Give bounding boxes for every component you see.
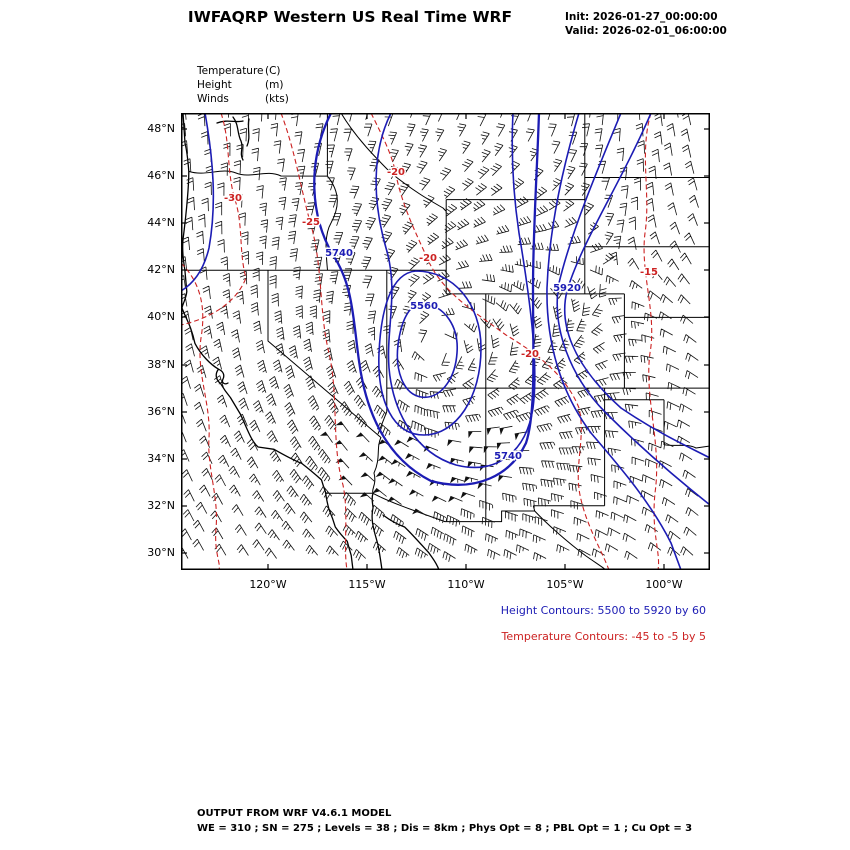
height-contour-5620 [378,270,482,436]
legend-label: Temperature [197,65,264,77]
temp-contour-label: -30 [224,193,242,204]
lat-tick-label: 34°N [147,452,175,465]
height-contours-layer [180,112,711,571]
height-contour-5860 [556,112,711,506]
lat-tick-label: 42°N [147,263,175,276]
contour-info: Height Contours: 5500 to 5920 by 60 Temp… [501,598,706,650]
lat-tick-label: 30°N [147,546,175,559]
legend-row-temperature: Temperature(C) [197,64,289,78]
height-contour-5800 [546,112,682,571]
field-legend: Temperature(C) Height (m) Winds (kts) [197,64,289,106]
temp-contour-label: -20 [419,253,437,264]
lat-tick-label: 38°N [147,358,175,371]
lat-tick-label: 40°N [147,310,175,323]
coastal-details [216,116,440,571]
temp-contour [643,112,660,571]
lon-tick-label: 105°W [546,578,584,591]
lon-tick-label: 110°W [447,578,485,591]
temp-contour-label: -20 [521,349,539,360]
legend-label: Height [197,79,232,91]
lon-tick-label: 120°W [249,578,287,591]
temperature-contours-layer [180,112,660,571]
contour-labels-layer: 5740 5560 5920 5740 -30 -25 -20 -20 -20 -15 [222,166,659,464]
legend-unit: (C) [265,65,281,77]
lat-tick-label: 36°N [147,405,175,418]
wrf-map-svg: 5740 5560 5920 5740 -30 -25 -20 -20 -20 -15 [175,104,711,571]
height-contour-5800-west [180,112,215,292]
legend-row-height: Height (m) [197,78,289,92]
wind-barb-staffs [175,104,699,562]
height-contour-5740 [313,112,541,486]
height-contour-5680 [375,112,536,469]
pacific-coastline [181,112,354,571]
temp-contour-label: -20 [387,167,405,178]
temp-contour [180,262,220,571]
temp-contour-label: -15 [640,267,658,278]
height-contour-label: 5560 [410,301,438,312]
page-title: IWFAQRP Western US Real Time WRF [187,8,513,26]
lat-tick-label: 44°N [147,216,175,229]
legend-row-winds: Winds (kts) [197,92,289,106]
height-contour-5560 [396,302,458,399]
init-time: Init: 2026-01-27_00:00:00 [565,11,718,23]
temp-contour-label: -25 [302,217,320,228]
temp-contour [180,112,247,326]
map-plot: 5740 5560 5920 5740 -30 -25 -20 -20 -20 -15 [175,104,711,571]
legend-unit: (kts) [265,93,289,105]
lat-tick-label: 32°N [147,499,175,512]
height-contour-info: Height Contours: 5500 to 5920 by 60 [500,604,706,617]
height-contour-label: 5920 [553,283,581,294]
temperature-contour-info: Temperature Contours: -45 to -5 by 5 [501,630,706,643]
model-output-line: OUTPUT FROM WRF V4.6.1 MODEL [197,808,392,819]
temp-contour [280,112,348,571]
map-frame [181,113,710,570]
height-contour-label: 5740 [494,451,522,462]
temp-contour [370,112,610,571]
height-contour-label: 5740 [325,248,353,259]
wind-barbs-layer [175,104,699,562]
legend-unit: (m) [265,79,284,91]
model-footer: OUTPUT FROM WRF V4.6.1 MODEL WE = 310 ; … [197,806,692,836]
legend-label: Winds [197,93,229,105]
lat-tick-label: 48°N [147,122,175,135]
height-contour-5920 [563,112,711,459]
run-info: Init: 2026-01-27_00:00:00 Valid: 2026-02… [565,10,727,38]
valid-time: Valid: 2026-02-01_06:00:00 [565,25,727,37]
lon-tick-label: 100°W [645,578,683,591]
lat-tick-label: 46°N [147,169,175,182]
model-config-line: WE = 310 ; SN = 275 ; Levels = 38 ; Dis … [197,823,693,834]
lon-tick-label: 115°W [348,578,386,591]
